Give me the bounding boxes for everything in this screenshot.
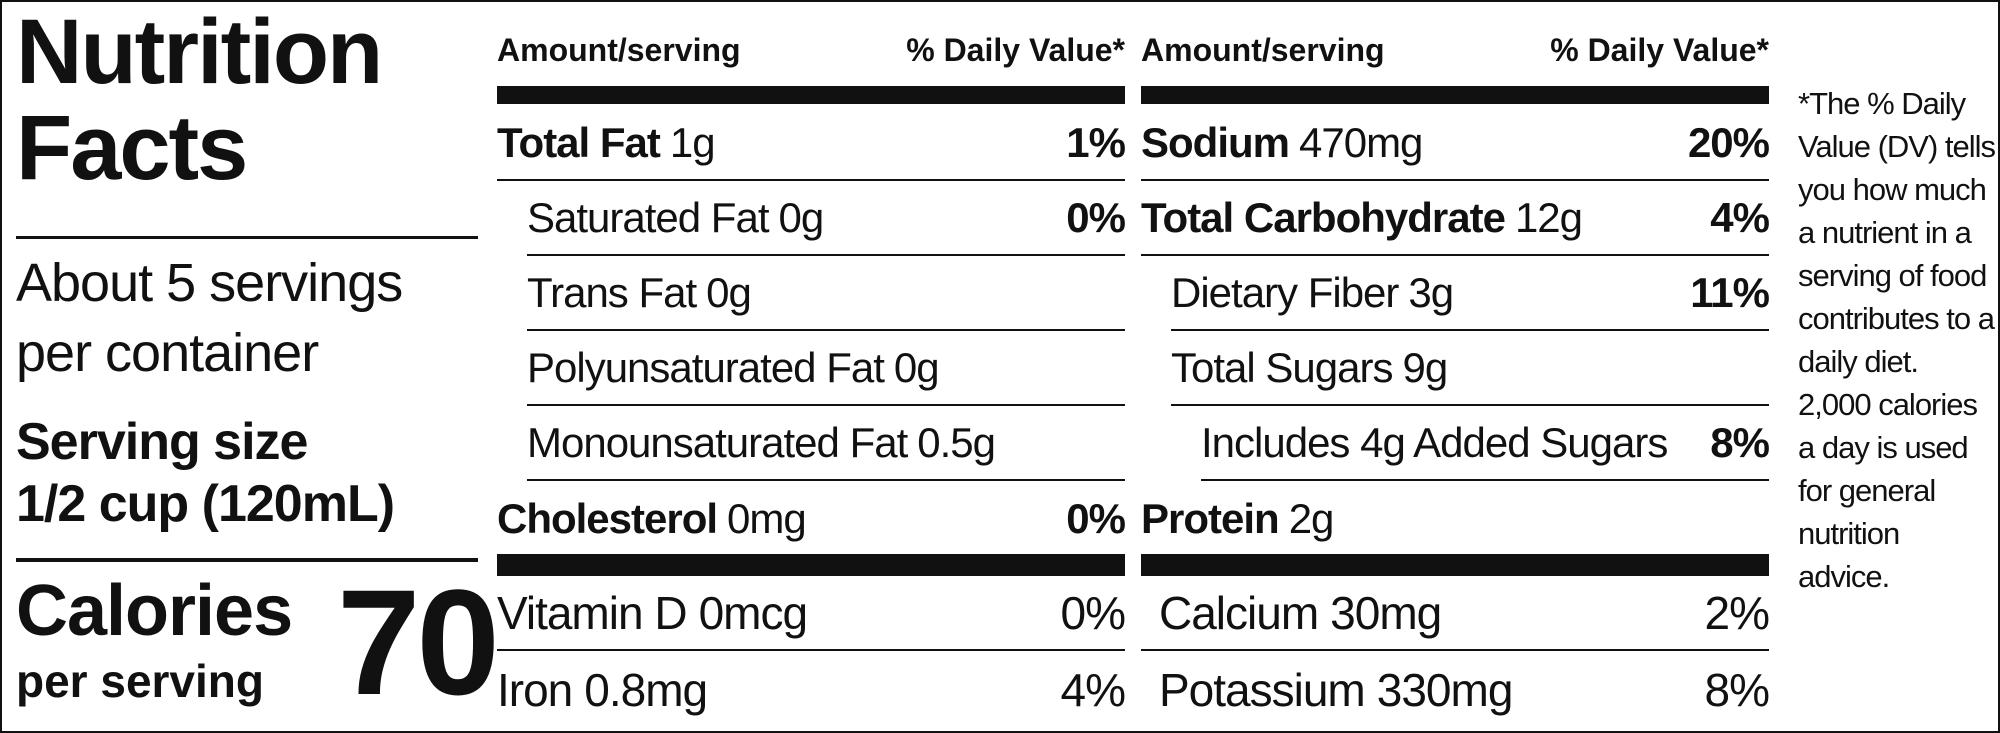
nutrient-row: Protein 2g bbox=[1141, 481, 1769, 556]
nutrient-dv: 1% bbox=[1066, 118, 1126, 166]
vitamin-amount: 0.8mg bbox=[584, 663, 708, 716]
nutrient-amount: 0.5g bbox=[917, 418, 996, 466]
vitamin-row: Iron 0.8mg 4% bbox=[497, 652, 1126, 727]
nutrient-dv: 11% bbox=[1690, 268, 1770, 316]
nutrient-name: Includes 4g Added Sugars bbox=[1201, 418, 1668, 466]
serving-size-label: Serving size bbox=[16, 413, 308, 471]
thick-bar bbox=[497, 86, 1125, 104]
nutrient-name: Total Carbohydrate bbox=[1141, 193, 1506, 241]
vitamin-dv: 2% bbox=[1704, 586, 1770, 639]
servings: About 5 servings per container bbox=[16, 253, 403, 383]
vitamin-amount: 0mcg bbox=[698, 586, 808, 639]
nutrient-amount: 0mg bbox=[727, 494, 807, 542]
nutrient-amount: 470mg bbox=[1299, 118, 1423, 166]
thick-bar bbox=[1141, 86, 1769, 104]
nutrient-amount: 2g bbox=[1288, 494, 1335, 542]
nutrient-row: Trans Fat 0g bbox=[527, 256, 1125, 331]
divider bbox=[16, 558, 478, 562]
nutrient-row: Total Sugars 9g bbox=[1171, 331, 1769, 406]
nutrient-amount: 9g bbox=[1402, 343, 1448, 391]
vitamin-name: Iron bbox=[497, 663, 573, 716]
thick-bar bbox=[1141, 554, 1769, 576]
vitamin-name: Potassium bbox=[1159, 663, 1366, 716]
nutrient-amount: 0g bbox=[893, 343, 940, 391]
nutrient-name: Total Sugars bbox=[1171, 343, 1393, 391]
footnote: *The % Daily Value (DV) tells you how mu… bbox=[1798, 86, 1996, 594]
header-amount: Amount/serving bbox=[497, 32, 741, 68]
vitamin-row: Vitamin D 0mcg 0% bbox=[497, 576, 1126, 651]
nutrient-row: Total Fat 1g 1% bbox=[497, 106, 1126, 181]
nutrient-row: Polyunsaturated Fat 0g bbox=[527, 331, 1125, 406]
nutrient-name: Saturated Fat bbox=[527, 193, 769, 241]
nutrient-name: Polyunsaturated Fat bbox=[527, 343, 885, 391]
nutrient-row: Cholesterol 0mg 0% bbox=[497, 481, 1126, 556]
nutrient-name: Cholesterol bbox=[497, 494, 718, 542]
nutrient-name: Total Fat bbox=[497, 118, 661, 166]
nutrient-row: Dietary Fiber 3g 11% bbox=[1171, 256, 1770, 331]
calories-value: 70 bbox=[337, 558, 500, 726]
vitamin-name: Vitamin D bbox=[497, 586, 688, 639]
nutrient-name: Dietary Fiber bbox=[1171, 268, 1399, 316]
nutrient-amount: 1g bbox=[669, 118, 716, 166]
nutrient-row: Includes 4g Added Sugars 8% bbox=[1201, 406, 1770, 481]
vitamin-dv: 4% bbox=[1060, 663, 1126, 716]
nutrient-dv: 20% bbox=[1687, 118, 1770, 166]
vitamin-amount: 330mg bbox=[1376, 663, 1514, 716]
nutrient-dv: 0% bbox=[1066, 193, 1126, 241]
nutrient-dv: 4% bbox=[1710, 193, 1770, 241]
nutrient-row: Monounsaturated Fat 0.5g bbox=[527, 406, 1125, 481]
nutrient-dv: 8% bbox=[1710, 418, 1770, 466]
nutrient-name: Monounsaturated Fat bbox=[527, 418, 908, 466]
header-amount: Amount/serving bbox=[1141, 32, 1385, 68]
nutrient-row: Total Carbohydrate 12g 4% bbox=[1141, 181, 1770, 256]
nutrient-amount: 0g bbox=[778, 193, 824, 241]
calories-label: Calories bbox=[16, 571, 293, 651]
nutrient-amount: 12g bbox=[1514, 193, 1583, 241]
serving-size: 1/2 cup (120mL) bbox=[16, 475, 395, 533]
vitamin-name: Calcium bbox=[1159, 586, 1319, 639]
header-dv: % Daily Value* bbox=[906, 32, 1125, 68]
title: Nutrition Facts bbox=[16, 1, 383, 199]
nutrient-name: Protein bbox=[1141, 494, 1280, 542]
vitamin-dv: 0% bbox=[1060, 586, 1126, 639]
thick-bar bbox=[497, 554, 1125, 576]
nutrient-row: Saturated Fat 0g 0% bbox=[527, 181, 1126, 256]
vitamin-row: Potassium 330mg 8% bbox=[1141, 652, 1770, 727]
nutrient-dv: 0% bbox=[1066, 494, 1126, 542]
nutrient-amount: 0g bbox=[706, 268, 752, 316]
divider bbox=[16, 236, 478, 239]
vitamin-amount: 30mg bbox=[1330, 586, 1442, 639]
nutrient-name: Trans Fat bbox=[527, 268, 697, 316]
nutrient-row: Sodium 470mg 20% bbox=[1141, 106, 1770, 181]
header-dv: % Daily Value* bbox=[1550, 32, 1769, 68]
nutrient-name: Sodium bbox=[1141, 118, 1290, 166]
vitamin-row: Calcium 30mg 2% bbox=[1141, 576, 1770, 651]
nutrient-amount: 3g bbox=[1408, 268, 1454, 316]
calories-sub: per serving bbox=[16, 655, 264, 707]
vitamin-dv: 8% bbox=[1704, 663, 1770, 716]
